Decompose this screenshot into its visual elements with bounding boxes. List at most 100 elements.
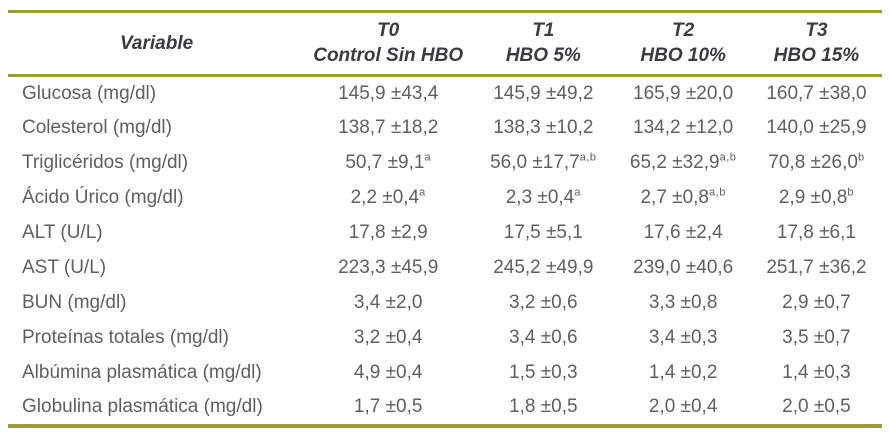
value-text: 251,7 ±36,2 xyxy=(766,257,867,279)
value-cell-t0: 145,9 ±43,4 xyxy=(305,76,471,111)
value-cell-t2: 134,2 ±12,0 xyxy=(615,111,750,146)
value-text: 3,2 ±0,4 xyxy=(353,327,423,349)
value-text: 3,3 ±0,8 xyxy=(648,292,718,314)
column-header-t2: T2 HBO 10% xyxy=(615,12,750,76)
value-text: 1,4 ±0,2 xyxy=(648,362,718,384)
value-cell-t3: 2,9 ±0,7 xyxy=(751,286,882,321)
table-row: Proteínas totales (mg/dl) 3,2 ±0,4 3,4 ±… xyxy=(8,321,882,356)
table-row: BUN (mg/dl) 3,4 ±2,0 3,2 ±0,6 3,3 ±0,8 2… xyxy=(8,286,882,321)
value-text: 145,9 ±43,4 xyxy=(338,82,439,104)
value-text: 138,3 ±10,2 xyxy=(493,117,594,139)
value-text: 70,8 ±26,0 xyxy=(768,152,858,174)
value-cell-t2: 165,9 ±20,0 xyxy=(615,76,750,111)
value-cell-t3: 140,0 ±25,9 xyxy=(751,111,882,146)
value-cell-t1: 138,3 ±10,2 xyxy=(471,111,615,146)
significance-superscript: a xyxy=(419,186,426,199)
value-cell-t0: 138,7 ±18,2 xyxy=(305,111,471,146)
column-header-sublabel: Control Sin HBO xyxy=(313,45,464,67)
value-cell-t1: 145,9 ±49,2 xyxy=(471,76,615,111)
table-row: Colesterol (mg/dl) 138,7 ±18,2 138,3 ±10… xyxy=(8,111,882,146)
variable-cell: Globulina plasmática (mg/dl) xyxy=(22,396,263,418)
value-text: 245,2 ±49,9 xyxy=(493,257,594,279)
table-row: Albúmina plasmática (mg/dl) 4,9 ±0,4 1,5… xyxy=(8,356,882,391)
value-text: 2,9 ±0,8 xyxy=(778,187,848,209)
variable-cell: Colesterol (mg/dl) xyxy=(22,117,172,139)
table-row: Globulina plasmática (mg/dl) 1,7 ±0,5 1,… xyxy=(8,391,882,426)
value-text: 134,2 ±12,0 xyxy=(633,117,734,139)
table-row: Glucosa (mg/dl) 145,9 ±43,4 145,9 ±49,2 … xyxy=(8,76,882,111)
significance-superscript: a,b xyxy=(719,151,737,164)
value-cell-t2: 3,3 ±0,8 xyxy=(615,286,750,321)
value-cell-t0: 2,2 ±0,4a xyxy=(305,181,471,216)
value-cell-t2: 2,7 ±0,8a,b xyxy=(615,181,750,216)
value-cell-t3: 1,4 ±0,3 xyxy=(751,356,882,391)
value-cell-t0: 17,8 ±2,9 xyxy=(305,216,471,251)
value-text: 3,5 ±0,7 xyxy=(782,327,851,349)
value-text: 4,9 ±0,4 xyxy=(353,362,423,384)
value-text: 138,7 ±18,2 xyxy=(338,117,439,139)
value-cell-t2: 1,4 ±0,2 xyxy=(615,356,750,391)
value-text: 2,3 ±0,4 xyxy=(505,187,575,209)
value-text: 17,8 ±2,9 xyxy=(348,222,428,244)
value-cell-t2: 17,6 ±2,4 xyxy=(615,216,750,251)
table-row: ALT (U/L) 17,8 ±2,9 17,5 ±5,1 17,6 ±2,4 … xyxy=(8,216,882,251)
significance-superscript: a,b xyxy=(709,186,726,199)
column-header-t0: T0 Control Sin HBO xyxy=(305,12,471,76)
value-text: 17,6 ±2,4 xyxy=(643,222,723,244)
column-header-variable: Variable xyxy=(8,12,305,76)
significance-superscript: a xyxy=(424,151,432,164)
variable-cell: BUN (mg/dl) xyxy=(22,292,127,314)
column-header-sublabel: HBO 5% xyxy=(505,45,581,67)
column-header-label: T0 xyxy=(377,20,400,41)
variable-cell: Triglicéridos (mg/dl) xyxy=(22,152,189,174)
value-cell-t0: 50,7 ±9,1a xyxy=(305,146,471,181)
column-header-t1: T1 HBO 5% xyxy=(471,12,615,76)
variable-cell: Glucosa (mg/dl) xyxy=(22,82,157,104)
value-text: 223,3 ±45,9 xyxy=(338,257,439,279)
value-cell-t1: 3,2 ±0,6 xyxy=(471,286,615,321)
variable-cell: AST (U/L) xyxy=(22,257,107,279)
variable-cell: Albúmina plasmática (mg/dl) xyxy=(22,362,262,384)
value-cell-t2: 65,2 ±32,9a,b xyxy=(615,146,750,181)
value-text: 50,7 ±9,1 xyxy=(345,152,425,174)
value-text: 2,0 ±0,4 xyxy=(648,396,718,418)
value-text: 17,8 ±6,1 xyxy=(776,222,856,244)
value-cell-t1: 56,0 ±17,7a,b xyxy=(471,146,615,181)
value-text: 2,9 ±0,7 xyxy=(782,292,851,314)
column-header-sublabel: HBO 15% xyxy=(773,45,860,67)
value-cell-t3: 3,5 ±0,7 xyxy=(751,321,882,356)
value-cell-t3: 70,8 ±26,0b xyxy=(751,146,882,181)
value-cell-t3: 2,9 ±0,8b xyxy=(751,181,882,216)
column-header-sublabel: HBO 10% xyxy=(640,45,726,67)
value-text: 1,7 ±0,5 xyxy=(353,396,423,418)
value-text: 17,5 ±5,1 xyxy=(503,222,583,244)
value-cell-t0: 4,9 ±0,4 xyxy=(305,356,471,391)
value-cell-t2: 3,4 ±0,3 xyxy=(615,321,750,356)
value-text: 1,8 ±0,5 xyxy=(509,396,578,418)
value-cell-t1: 17,5 ±5,1 xyxy=(471,216,615,251)
value-text: 3,4 ±0,6 xyxy=(509,327,578,349)
significance-superscript: a,b xyxy=(579,151,597,164)
significance-superscript: a xyxy=(574,186,581,199)
value-text: 160,7 ±38,0 xyxy=(766,82,867,104)
value-cell-t0: 3,2 ±0,4 xyxy=(305,321,471,356)
value-text: 3,4 ±2,0 xyxy=(353,292,423,314)
value-cell-t3: 251,7 ±36,2 xyxy=(751,251,882,286)
value-cell-t1: 1,8 ±0,5 xyxy=(471,391,615,426)
value-text: 165,9 ±20,0 xyxy=(633,82,734,104)
column-header-label: T1 xyxy=(532,20,555,41)
significance-superscript: b xyxy=(847,186,855,199)
table-body: Glucosa (mg/dl) 145,9 ±43,4 145,9 ±49,2 … xyxy=(8,76,882,426)
significance-superscript: b xyxy=(857,151,865,164)
value-text: 3,4 ±0,3 xyxy=(648,327,718,349)
value-text: 56,0 ±17,7 xyxy=(490,152,580,174)
value-cell-t3: 17,8 ±6,1 xyxy=(751,216,882,251)
header-row: Variable T0 Control Sin HBO T1 HBO 5% T2… xyxy=(8,12,882,76)
value-cell-t1: 1,5 ±0,3 xyxy=(471,356,615,391)
column-header-label: T3 xyxy=(805,20,828,41)
table-header: Variable T0 Control Sin HBO T1 HBO 5% T2… xyxy=(8,12,882,76)
value-text: 2,2 ±0,4 xyxy=(350,187,420,209)
results-table: Variable T0 Control Sin HBO T1 HBO 5% T2… xyxy=(8,10,882,428)
value-cell-t1: 2,3 ±0,4a xyxy=(471,181,615,216)
value-cell-t3: 160,7 ±38,0 xyxy=(751,76,882,111)
